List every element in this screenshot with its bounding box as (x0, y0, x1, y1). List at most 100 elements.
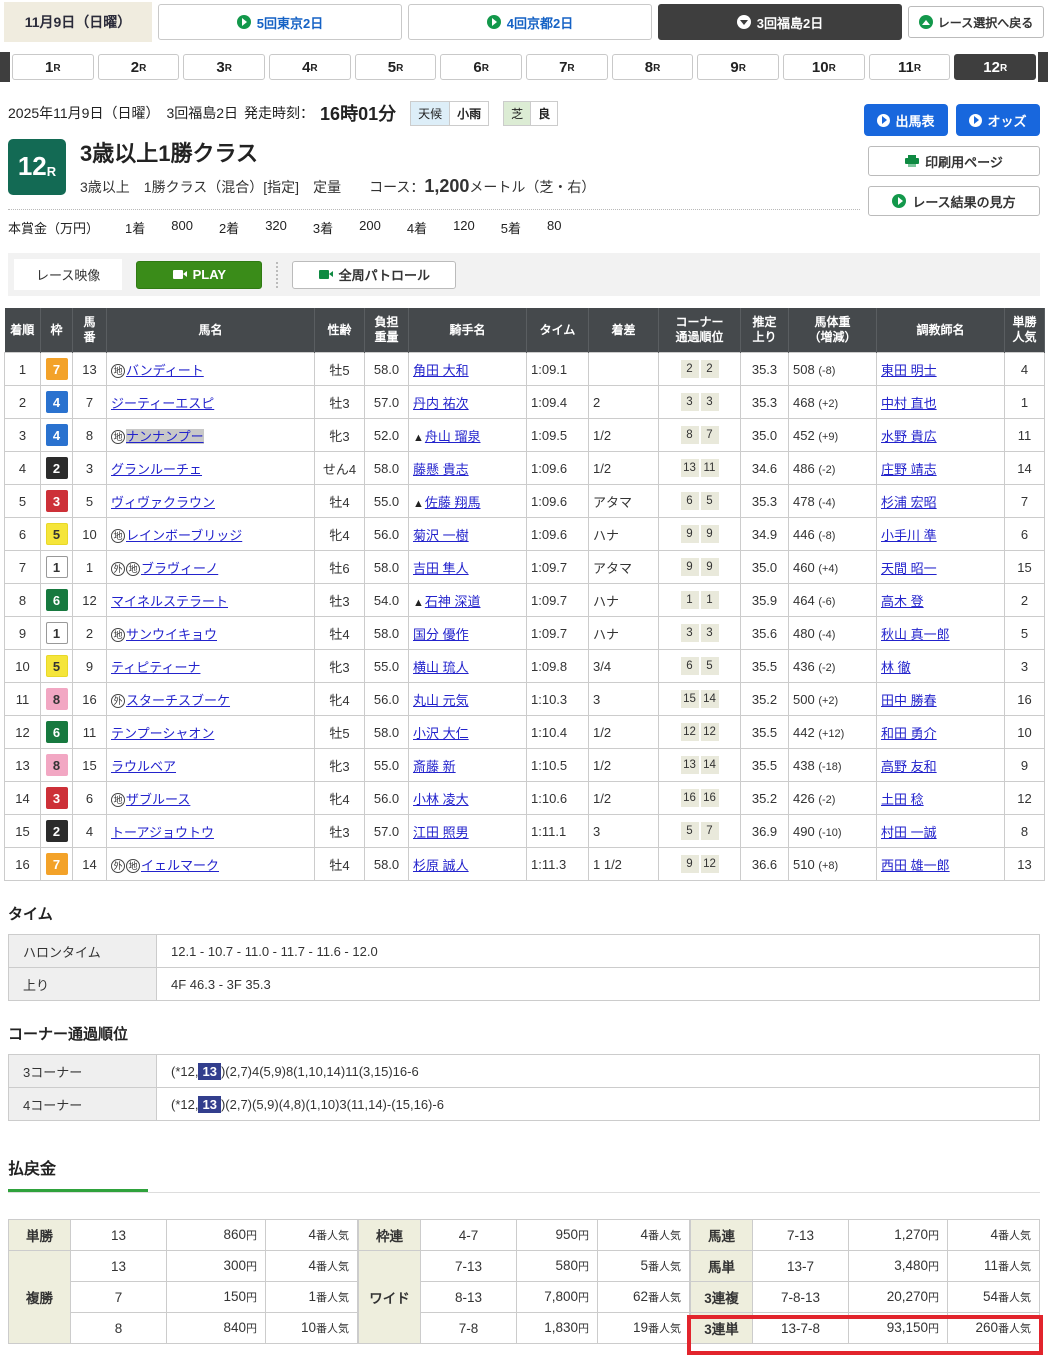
time-section: タイム ハロンタイム 12.1 - 10.7 - 11.0 - 11.7 - 11… (8, 903, 1040, 1001)
sex-age: 牡3 (314, 814, 365, 848)
horse-link[interactable]: ブラヴィーノ (141, 560, 219, 576)
jockey-link[interactable]: 小沢 大仁 (413, 725, 469, 741)
horse-link[interactable]: サンウイキョウ (126, 626, 218, 642)
jockey-link[interactable]: 杉原 誠人 (413, 857, 469, 873)
jockey-link[interactable]: 斎藤 新 (413, 758, 456, 774)
horse-link[interactable]: スターチスブーケ (126, 692, 231, 708)
corner-chip: 12 (700, 723, 719, 741)
track-tab-3[interactable]: 3回福島2日 (658, 4, 902, 40)
trainer-link[interactable]: 西田 雄一郎 (881, 857, 950, 873)
jockey-cell: 江田 照男 (408, 814, 527, 848)
horse-link[interactable]: ヴィヴァクラウン (111, 494, 216, 510)
trainer-link[interactable]: 水野 貴広 (881, 428, 937, 444)
horse-link[interactable]: ラウルベア (111, 758, 177, 774)
trainer-link[interactable]: 東田 明士 (881, 362, 937, 378)
jockey-link[interactable]: 菊沢 一樹 (413, 527, 469, 543)
horse-link[interactable]: ナンナンプー (126, 428, 204, 444)
jockey-link[interactable]: 吉田 隼人 (413, 560, 469, 576)
horse-link[interactable]: ティピティーナ (111, 659, 201, 675)
jockey-link[interactable]: 国分 優作 (413, 626, 469, 642)
howto-read-results-button[interactable]: レース結果の見方 (868, 186, 1040, 216)
table-row: 2 4 7 ジーティーエスピ 牡3 57.0 丹内 祐次 1:09.4 2 3 3 35.3 468 (… (4, 385, 1045, 419)
trainer-link[interactable]: 秋山 真一郎 (881, 626, 950, 642)
trainer-link[interactable]: 庄野 靖志 (881, 461, 937, 477)
back-to-race-select-button[interactable]: レース選択へ戻る (908, 6, 1044, 38)
odds-button[interactable]: オッズ (956, 104, 1040, 136)
horse-link[interactable]: レインボーブリッジ (126, 527, 243, 543)
payout-right-wrap: 馬連 7-13 1,270円 4番人気 馬単 13-7 3,480円 11番人気 3連複 7-8-… (687, 1219, 1043, 1355)
trainer-link[interactable]: 中村 直也 (881, 395, 937, 411)
jockey-link[interactable]: 角田 大和 (413, 362, 469, 378)
race-tab-12r[interactable]: 12 R (954, 54, 1037, 80)
jockey-link[interactable]: 石神 深道 (424, 593, 481, 609)
horse-link[interactable]: ジーティーエスピ (111, 395, 215, 411)
race-video-label: レース映像 (14, 259, 123, 290)
finish-time: 1:09.6 (526, 451, 589, 485)
win-favorite-rank: 15 (1004, 550, 1045, 584)
payout-combination: 13-7-8 (752, 1312, 849, 1344)
frame-number-box: 4 (45, 391, 68, 413)
jockey-link[interactable]: 江田 照男 (413, 824, 469, 840)
horse-link[interactable]: トーアジョウトウ (111, 824, 214, 840)
trainer-link[interactable]: 高木 登 (881, 593, 924, 609)
jockey-link[interactable]: 丹内 祐次 (413, 395, 469, 411)
horse-link[interactable]: ザブルース (126, 791, 191, 807)
chevron-right-icon (877, 113, 891, 127)
race-tab-11r[interactable]: 11 R (868, 54, 951, 80)
print-page-button[interactable]: 印刷用ページ (868, 146, 1040, 176)
trainer-link[interactable]: 村田 一誠 (881, 824, 937, 840)
trainer-link[interactable]: 林 徹 (881, 659, 911, 675)
horse-link[interactable]: バンディート (126, 362, 204, 378)
race-tab-suffix: R (53, 63, 61, 74)
finish-time: 1:09.6 (526, 517, 589, 551)
jockey-link[interactable]: 小林 凌大 (413, 791, 469, 807)
jockey-link[interactable]: 藤懸 貴志 (413, 461, 469, 477)
trainer-link[interactable]: 和田 勇介 (881, 725, 937, 741)
horse-link[interactable]: テンプーシャオン (111, 725, 215, 741)
track-tab-2[interactable]: 4回京都2日 (408, 4, 652, 40)
sex-age: 牝3 (314, 748, 365, 782)
shutsuba-button[interactable]: 出馬表 (864, 104, 948, 136)
chevron-down-icon (736, 15, 751, 29)
trainer-link[interactable]: 田中 勝春 (881, 692, 937, 708)
jockey-link[interactable]: 丸山 元気 (413, 692, 469, 708)
trainer-cell: 杉浦 宏昭 (876, 484, 1005, 518)
pay-right: 馬連 7-13 1,270円 4番人気 馬単 13-7 3,480円 11番人気 3連複 7-8-… (690, 1219, 1040, 1344)
time-table-body: ハロンタイム 12.1 - 10.7 - 11.0 - 11.7 - 11.6 -… (8, 934, 1040, 1001)
trainer-link[interactable]: 小手川 準 (881, 527, 937, 543)
race-tab-10r[interactable]: 10 R (783, 54, 865, 80)
body-weight: 486 (793, 460, 819, 476)
horse-link[interactable]: マイネルステラート (111, 593, 229, 609)
margin: 1/2 (588, 748, 659, 782)
jockey-link[interactable]: 横山 琉人 (413, 659, 469, 675)
horse-link[interactable]: イェルマーク (141, 857, 220, 873)
jockey-cell: 杉原 誠人 (408, 847, 527, 881)
payout-popularity: 5番人気 (597, 1250, 690, 1282)
payout-title: 払戻金 (8, 1161, 57, 1178)
track-tab-1[interactable]: 5回東京2日 (158, 4, 402, 40)
corner-chip: 5 (700, 492, 719, 510)
patrol-video-button[interactable]: 全周パトロール (292, 260, 457, 289)
play-button[interactable]: PLAY (136, 260, 263, 289)
corner-chip: 1 (700, 591, 719, 609)
horse-number: 12 (72, 583, 107, 617)
trainer-link[interactable]: 杉浦 宏昭 (881, 494, 937, 510)
jockey-link[interactable]: 佐藤 翔馬 (424, 494, 481, 510)
trainer-link[interactable]: 土田 稔 (881, 791, 924, 807)
trainer-link[interactable]: 天間 昭一 (881, 560, 937, 576)
frame-number-box: 5 (45, 523, 68, 545)
trainer-link[interactable]: 高野 友和 (881, 758, 937, 774)
popularity-unit: 番人気 (998, 1292, 1031, 1304)
payout-combination: 7-8-13 (752, 1281, 849, 1313)
jockey-link[interactable]: 舟山 瑠泉 (424, 428, 481, 444)
horse-link[interactable]: グランルーチェ (111, 461, 203, 477)
